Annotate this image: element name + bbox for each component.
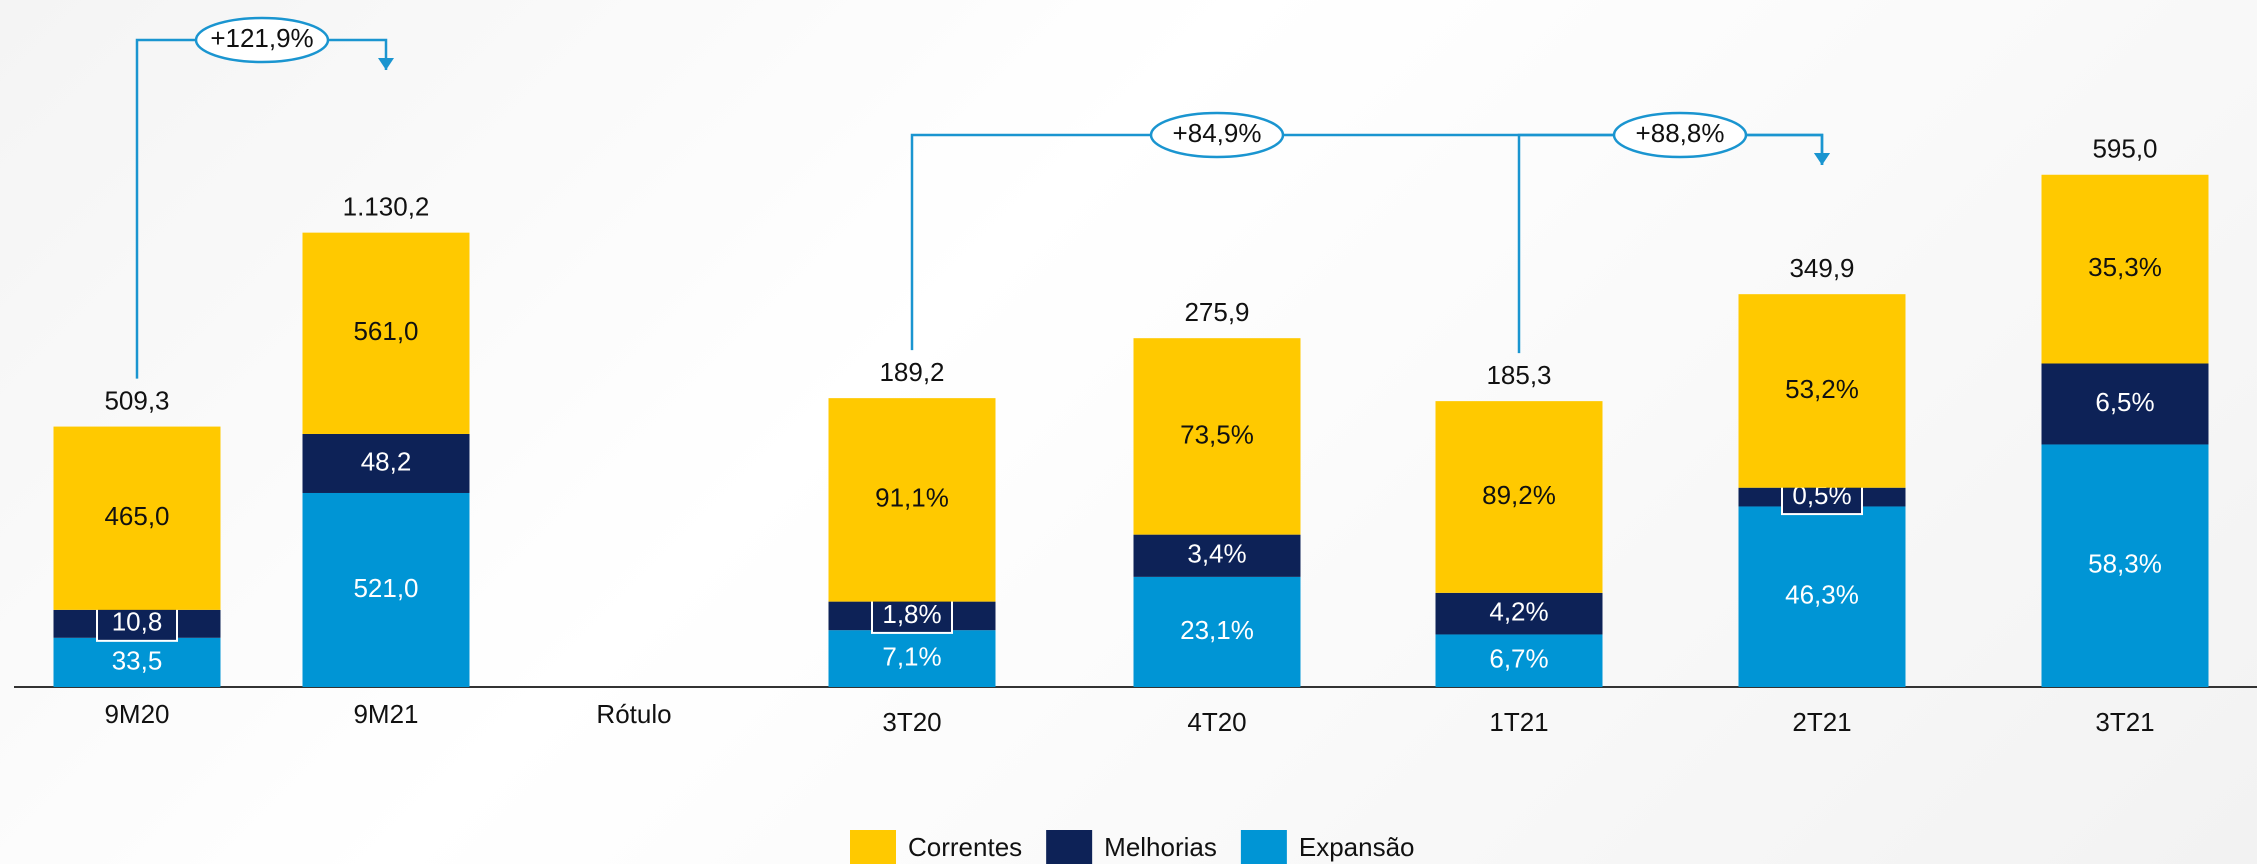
bar-segment (1133, 534, 1301, 577)
legend-label: Expansão (1299, 832, 1415, 862)
x-tick-label: 9M21 (353, 699, 418, 729)
bar-segment (828, 630, 996, 687)
total-label: 595,0 (2092, 134, 2157, 164)
value-label: 1,8% (882, 599, 941, 629)
value-label: 6,5% (2095, 387, 2154, 417)
value-label: 521,0 (353, 573, 418, 603)
annotation: +121,9% (210, 23, 313, 53)
value-label: 465,0 (104, 501, 169, 531)
total-label: 349,9 (1789, 253, 1854, 283)
bar-segment (1738, 294, 1906, 488)
label-box (96, 605, 178, 642)
value-label: 10,8 (112, 607, 163, 637)
annotation: +88,8% (1636, 118, 1725, 148)
value-label: 23,1% (1180, 615, 1254, 645)
value-label: 35,3% (2088, 252, 2162, 282)
bar-segment (302, 433, 470, 493)
bar-segment (302, 492, 470, 687)
x-tick-label: 2T21 (1792, 707, 1851, 737)
total-label: 185,3 (1486, 360, 1551, 390)
value-label: 6,7% (1489, 644, 1548, 674)
label-box (871, 597, 953, 634)
annotation-ellipse (1612, 111, 1748, 159)
bar-segment (1435, 401, 1603, 593)
total-label: 275,9 (1184, 297, 1249, 327)
total-label: 509,3 (104, 385, 169, 415)
x-tick-label: 3T21 (2095, 707, 2154, 737)
bracket (910, 133, 1824, 351)
bar-segment (2041, 174, 2209, 364)
x-tick-label: 1T21 (1489, 707, 1548, 737)
value-label: 7,1% (882, 641, 941, 671)
value-label: 33,5 (112, 645, 163, 675)
value-label: 46,3% (1785, 580, 1859, 610)
bar-segment (302, 232, 470, 434)
total-label: 1.130,2 (343, 192, 430, 222)
annotation-ellipse (1149, 111, 1285, 159)
bar-segment (2041, 363, 2209, 445)
value-label: 48,2 (361, 446, 412, 476)
bar-segment (53, 637, 221, 687)
x-tick-label: 3T20 (882, 707, 941, 737)
bar-segment (1738, 506, 1906, 687)
bar-segment (1133, 338, 1301, 535)
value-label: 58,3% (2088, 549, 2162, 579)
bar-segment (828, 398, 996, 602)
bar-segment (1133, 576, 1301, 687)
legend-label: Correntes (908, 832, 1022, 862)
bar-segment (53, 426, 221, 610)
x-tick-label: Rótulo (596, 699, 671, 729)
arrow-head (378, 58, 394, 70)
bar-segment (1435, 592, 1603, 635)
value-label: 3,4% (1187, 539, 1246, 569)
total-label: 189,2 (879, 357, 944, 387)
x-tick-label: 4T20 (1187, 707, 1246, 737)
value-label: 89,2% (1482, 480, 1556, 510)
bar-segment (2041, 444, 2209, 687)
legend-swatch (1046, 830, 1093, 864)
value-label: 91,1% (875, 483, 949, 513)
legend-swatch (850, 830, 896, 864)
legend-label: Melhorias (1104, 832, 1217, 862)
legend-swatch (1240, 830, 1287, 864)
annotation-ellipse (194, 16, 330, 64)
bar-segment (1435, 634, 1603, 687)
value-label: 53,2% (1785, 374, 1859, 404)
value-label: 561,0 (353, 316, 418, 346)
value-label: 73,5% (1180, 419, 1254, 449)
arrow-head (1814, 153, 1830, 165)
value-label: 4,2% (1489, 597, 1548, 627)
x-tick-label: 9M20 (104, 699, 169, 729)
annotation: +84,9% (1173, 118, 1262, 148)
